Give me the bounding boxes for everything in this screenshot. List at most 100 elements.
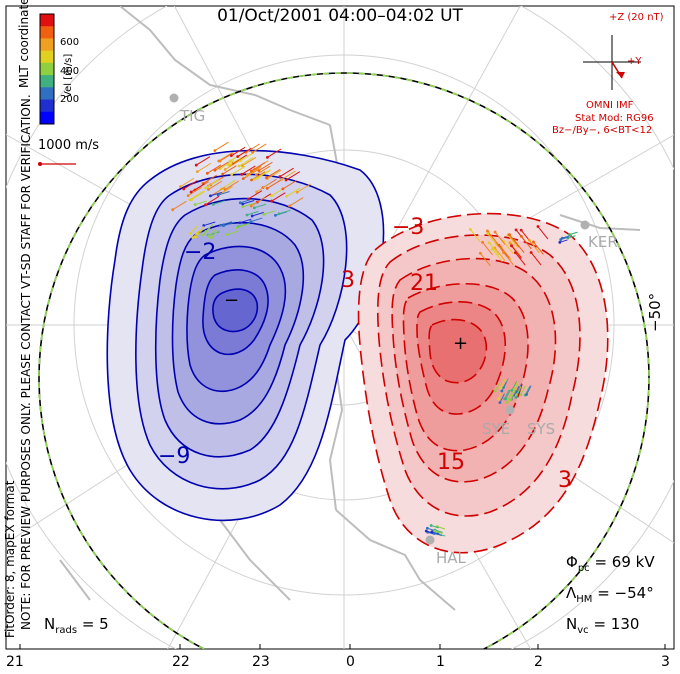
- n-vc-stat: Nvc = 130: [566, 615, 639, 636]
- imf-bz-label: +Z (20 nT): [609, 12, 664, 23]
- velocity-vector-origin: [213, 149, 217, 152]
- velocity-vector: [286, 187, 301, 197]
- velocity-vector: [479, 252, 491, 267]
- velocity-vector: [247, 165, 262, 175]
- velocity-vector-origin: [223, 168, 227, 171]
- velocity-vector-origin: [532, 240, 535, 244]
- contour-label: −3: [392, 215, 425, 240]
- velocity-vector: [520, 385, 526, 395]
- velocity-vector: [219, 160, 234, 170]
- velocity-vector-origin: [270, 194, 273, 198]
- velocity-vector-origin: [179, 185, 182, 189]
- velocity-vector: [487, 230, 498, 244]
- velocity-vector-origin: [280, 177, 284, 181]
- velocity-vector-origin: [536, 225, 540, 228]
- velocity-vector: [238, 222, 250, 228]
- velocity-vector-origin: [249, 220, 253, 224]
- velocity-vector-origin: [486, 229, 489, 233]
- velocity-vector: [183, 180, 198, 190]
- colorbar-tick: 200: [60, 94, 80, 105]
- velocity-vector-origin: [208, 194, 212, 198]
- velocity-vector: [516, 383, 523, 393]
- velocity-vector-origin: [221, 172, 225, 176]
- velocity-vector-origin: [201, 233, 205, 237]
- velocity-vector: [278, 209, 291, 215]
- velocity-vector-origin: [481, 240, 484, 244]
- velocity-vector: [537, 226, 549, 240]
- velocity-vector-origin: [274, 213, 277, 217]
- velocity-vector-origin: [245, 213, 249, 217]
- velocity-vector-origin: [284, 178, 288, 182]
- plot-frame: [5, 5, 675, 650]
- velocity-vector-origin: [238, 201, 242, 205]
- velocity-vector: [214, 141, 229, 152]
- velocity-vector-origin: [249, 204, 253, 208]
- velocity-vector-origin: [249, 169, 253, 173]
- velocity-vector-origin: [567, 233, 571, 237]
- velocity-vector: [487, 233, 499, 247]
- contour-label: −9: [158, 444, 191, 469]
- velocity-vector-origin: [255, 190, 259, 194]
- velocity-vector-origin: [496, 397, 500, 401]
- velocity-vector-origin: [194, 235, 197, 239]
- coord-label: MLT coordinates: [17, 0, 31, 88]
- velocity-vector: [266, 179, 282, 189]
- velocity-vector: [205, 179, 220, 189]
- velocity-vector: [231, 146, 246, 157]
- velocity-vector: [258, 161, 273, 172]
- velocity-vector: [508, 234, 520, 248]
- velocity-vector: [267, 148, 282, 158]
- imf-source: OMNI IMF: [586, 100, 634, 111]
- velocity-vector: [205, 223, 214, 232]
- colorbar-segment: [40, 38, 54, 52]
- station-label-sye: SYE: [482, 420, 511, 438]
- velocity-vector-origin: [468, 228, 472, 231]
- velocity-vector: [469, 229, 481, 243]
- station-label-ker: KER: [588, 233, 618, 251]
- velocity-vector-origin: [266, 155, 269, 159]
- velocity-vector: [514, 385, 520, 396]
- velocity-vector: [189, 190, 204, 201]
- velocity-vector: [256, 183, 271, 193]
- velocity-vector-origin: [487, 241, 491, 245]
- colorbar-segment: [40, 62, 54, 76]
- velocity-vector-origin: [202, 224, 206, 227]
- velocity-vector-origin: [194, 163, 198, 167]
- velocity-vector: [511, 245, 522, 259]
- velocity-vector: [514, 252, 526, 266]
- velocity-vector-origin: [241, 205, 245, 209]
- velocity-vector-origin: [432, 531, 436, 535]
- velocity-vector-origin: [206, 188, 210, 191]
- velocity-vector: [515, 388, 521, 398]
- velocity-vector-origin: [230, 154, 233, 158]
- velocity-colorbar: [39, 13, 55, 125]
- velocity-vector-origin: [171, 208, 175, 212]
- vector-scale: [38, 162, 76, 166]
- velocity-vector-origin: [560, 236, 564, 240]
- velocity-vector: [279, 167, 294, 177]
- velocity-vector-origin: [510, 389, 514, 392]
- velocity-vector: [187, 186, 203, 197]
- velocity-vector-origin: [195, 170, 199, 174]
- velocity-vector-origin: [285, 194, 289, 198]
- colorbar-segment: [40, 14, 54, 27]
- velocity-vector-origin: [239, 159, 242, 163]
- velocity-vector-origin: [234, 226, 238, 230]
- velocity-vector: [482, 242, 493, 256]
- velocity-vector: [494, 231, 506, 245]
- velocity-vector-origin: [251, 150, 254, 154]
- velocity-vector-origin: [525, 393, 528, 396]
- velocity-vector-origin: [493, 230, 497, 234]
- velocity-vector-origin: [509, 398, 512, 402]
- velocity-vector: [502, 240, 514, 255]
- mlt-tick-label: 21: [6, 654, 24, 670]
- velocity-vector: [213, 200, 225, 205]
- velocity-vector-origin: [236, 155, 240, 158]
- velocity-vector-origin: [277, 212, 281, 216]
- velocity-vector: [246, 167, 261, 177]
- velocity-vector-origin: [182, 187, 186, 191]
- station-label-tig: TIG: [180, 107, 206, 125]
- phi-pc-stat: Φpc = 69 kV: [566, 553, 655, 574]
- latitude-label: −50°: [646, 292, 664, 332]
